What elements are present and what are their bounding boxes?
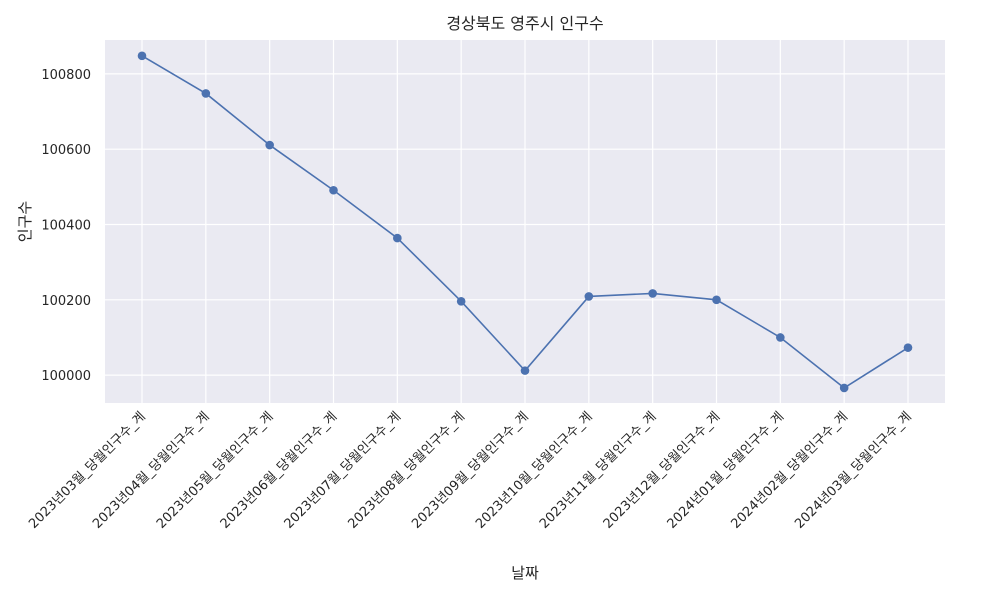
y-tick-label: 100600 [41,143,91,158]
data-point [712,295,721,305]
data-point [648,289,657,298]
grid-lines [105,40,945,403]
data-point [265,140,274,150]
y-tick-label: 100000 [41,369,91,384]
x-tick-label: 2023년08월_당월인구수_계 [345,409,468,532]
chart-title: 경상북도 영주시 인구수 [446,14,603,33]
data-point [839,383,849,393]
x-tick-label: 2024년03월_당월인구수_계 [792,409,915,532]
data-point [329,185,338,195]
data-point [201,89,211,98]
data-point [776,333,785,342]
x-tick-label: 2024년02월_당월인구수_계 [728,409,851,532]
data-point [903,343,913,352]
x-tick-label: 2024년01월_당월인구수_계 [665,409,788,532]
x-tick-label: 2023년07월_당월인구수_계 [282,409,405,532]
y-axis-label: 인구수 [16,201,34,242]
x-tick-label: 2023년06월_당월인구수_계 [218,409,341,532]
data-series [137,51,913,393]
x-axis-ticks: 2023년03월_당월인구수_계2023년04월_당월인구수_계2023년05월… [26,409,915,532]
x-tick-label: 2023년11월_당월인구수_계 [537,409,660,532]
data-point [393,233,402,243]
x-tick-label: 2023년10월_당월인구수_계 [473,409,596,532]
y-tick-label: 100200 [41,294,91,309]
x-tick-label: 2023년12월_당월인구수_계 [601,409,724,532]
x-tick-label: 2023년09월_당월인구수_계 [409,409,532,532]
data-point [520,366,530,375]
y-tick-label: 100400 [41,219,91,234]
x-tick-label: 2023년05월_당월인구수_계 [154,409,277,532]
x-tick-label: 2023년03월_당월인구수_계 [26,409,149,532]
y-axis-ticks: 100000 100200 100400 100600 100800 [41,68,91,384]
x-axis-label: 날짜 [511,564,539,582]
x-tick-label: 2023년04월_당월인구수_계 [90,409,213,532]
data-point [584,292,594,301]
y-tick-label: 100800 [41,68,91,83]
data-point [456,297,466,306]
data-point [137,51,147,61]
